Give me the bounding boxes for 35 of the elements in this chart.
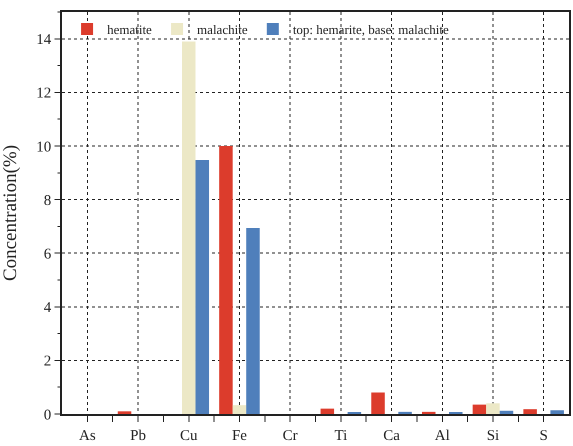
x-tick-label: S xyxy=(539,428,548,444)
x-tick-label: As xyxy=(79,428,96,444)
bar xyxy=(472,404,486,414)
x-tick-label: Ca xyxy=(383,428,400,444)
y-tick-label: 6 xyxy=(44,246,52,262)
x-tick-label: Al xyxy=(434,428,450,444)
y-tick-label: 2 xyxy=(44,354,52,370)
x-tick-label: Ti xyxy=(334,428,348,444)
bar xyxy=(118,411,132,414)
bar xyxy=(500,410,514,414)
bar xyxy=(232,405,246,414)
bar xyxy=(371,392,385,414)
y-tick-label: 4 xyxy=(44,300,52,316)
bar xyxy=(486,403,500,414)
y-tick-label: 8 xyxy=(44,192,52,209)
y-tick-label: 10 xyxy=(36,139,52,156)
x-tick-label: Fe xyxy=(232,428,248,444)
y-tick-label: 12 xyxy=(36,86,52,102)
y-tick-label: 14 xyxy=(36,32,52,48)
x-tick-label: Cu xyxy=(180,428,198,444)
bar xyxy=(219,146,233,414)
x-tick-label: Si xyxy=(486,428,500,444)
legend-label: top: hemarite, base: malachite xyxy=(292,22,449,38)
bar xyxy=(550,410,564,414)
x-tick-label: Pb xyxy=(130,428,146,444)
bar xyxy=(523,409,537,414)
bar xyxy=(196,160,210,414)
x-tick-label: Cr xyxy=(282,428,298,444)
legend-label: hematite xyxy=(107,22,152,38)
y-tick-label: 0 xyxy=(44,407,52,424)
bar xyxy=(246,228,260,414)
legend-label: malachite xyxy=(197,22,248,38)
y-axis-title: Concentration(%) xyxy=(0,144,21,282)
bar xyxy=(320,408,334,414)
bar xyxy=(182,41,196,414)
